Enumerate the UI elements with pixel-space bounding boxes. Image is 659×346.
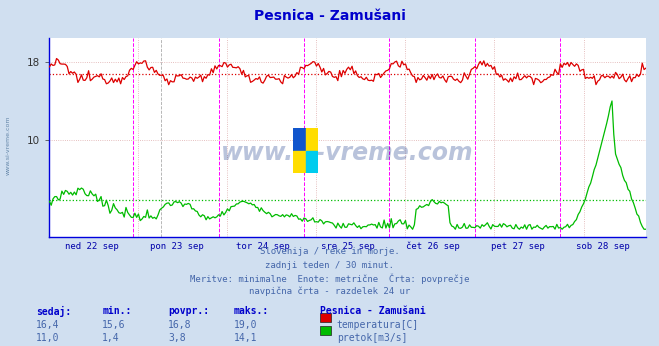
Text: pretok[m3/s]: pretok[m3/s] [337,333,407,343]
Text: 1,4: 1,4 [102,333,120,343]
Text: www.si-vreme.com: www.si-vreme.com [221,142,474,165]
Text: pet 27 sep: pet 27 sep [491,242,545,251]
Text: zadnji teden / 30 minut.: zadnji teden / 30 minut. [265,261,394,270]
Bar [293,151,306,173]
Text: temperatura[C]: temperatura[C] [337,320,419,330]
Text: min.:: min.: [102,306,132,316]
Bar [306,128,318,151]
Text: navpična črta - razdelek 24 ur: navpična črta - razdelek 24 ur [249,287,410,296]
Text: 11,0: 11,0 [36,333,60,343]
Text: 16,4: 16,4 [36,320,60,330]
Text: Pesnica - Zamušani: Pesnica - Zamušani [320,306,425,316]
Text: sob 28 sep: sob 28 sep [577,242,630,251]
Bar [293,128,306,151]
Text: 3,8: 3,8 [168,333,186,343]
Text: ned 22 sep: ned 22 sep [65,242,119,251]
Text: tor 24 sep: tor 24 sep [235,242,289,251]
Text: maks.:: maks.: [234,306,269,316]
Bar [306,151,318,173]
Text: čet 26 sep: čet 26 sep [406,242,460,251]
Text: sedaj:: sedaj: [36,306,71,317]
Text: 15,6: 15,6 [102,320,126,330]
Text: Slovenija / reke in morje.: Slovenija / reke in morje. [260,247,399,256]
Text: 14,1: 14,1 [234,333,258,343]
Text: 19,0: 19,0 [234,320,258,330]
Text: www.si-vreme.com: www.si-vreme.com [5,116,11,175]
Text: 16,8: 16,8 [168,320,192,330]
Text: sre 25 sep: sre 25 sep [321,242,374,251]
Text: Pesnica - Zamušani: Pesnica - Zamušani [254,9,405,22]
Text: Meritve: minimalne  Enote: metrične  Črta: povprečje: Meritve: minimalne Enote: metrične Črta:… [190,274,469,284]
Text: povpr.:: povpr.: [168,306,209,316]
Text: pon 23 sep: pon 23 sep [150,242,204,251]
